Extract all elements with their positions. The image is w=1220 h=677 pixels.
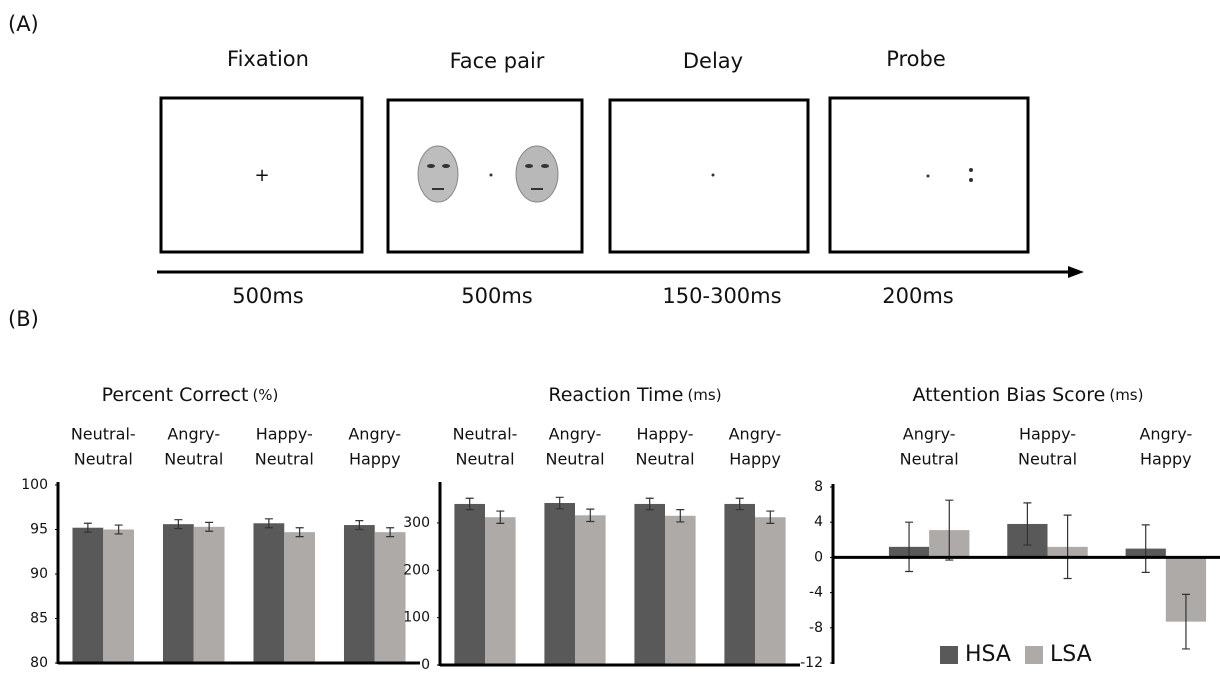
chart-title: Attention Bias Score(ms) bbox=[913, 384, 1144, 406]
y-tick-label: 8 bbox=[814, 479, 823, 495]
error-bar bbox=[905, 522, 913, 571]
x-tick-label: Happy- bbox=[636, 425, 693, 444]
face-feature bbox=[432, 188, 444, 190]
y-tick-label: 0 bbox=[421, 657, 430, 673]
bar bbox=[103, 530, 134, 664]
chart-title-unit: (ms) bbox=[687, 386, 721, 404]
arrow-head bbox=[1068, 266, 1084, 278]
bar bbox=[72, 528, 103, 663]
y-tick-label: 0 bbox=[814, 549, 823, 565]
y-tick-label: 100 bbox=[21, 477, 48, 493]
chart-title-text: Reaction Time bbox=[548, 384, 683, 406]
frame-title: Face pair bbox=[450, 49, 545, 73]
bar bbox=[375, 532, 406, 663]
y-tick-label: -8 bbox=[809, 620, 823, 636]
x-tick-label: Neutral bbox=[900, 450, 959, 469]
x-tick-label: Neutral bbox=[255, 450, 314, 469]
face-feature bbox=[442, 164, 450, 168]
dot bbox=[490, 174, 493, 177]
y-tick-label: 300 bbox=[403, 515, 430, 531]
x-tick-label: Angry- bbox=[549, 425, 602, 444]
figure: (A) Fixation Face pair Delay Probe + 500… bbox=[0, 0, 1220, 673]
duration: 200ms bbox=[882, 284, 953, 308]
y-tick-label: 4 bbox=[814, 514, 823, 530]
face-feature bbox=[531, 188, 543, 190]
dot bbox=[927, 175, 930, 178]
face-feature bbox=[525, 164, 533, 168]
legend-swatch bbox=[940, 646, 958, 664]
legend-swatch bbox=[1025, 646, 1043, 664]
chart-title-unit: (%) bbox=[252, 386, 278, 404]
page: (A) Fixation Face pair Delay Probe + 500… bbox=[0, 0, 1220, 677]
y-tick-label: -4 bbox=[809, 585, 823, 601]
duration: 150-300ms bbox=[662, 284, 781, 308]
face-feature bbox=[541, 164, 549, 168]
panel-label: (B) bbox=[8, 307, 39, 331]
x-tick-label: Neutral bbox=[455, 450, 514, 469]
legend-label: HSA bbox=[965, 642, 1011, 667]
y-tick-label: 80 bbox=[30, 655, 48, 671]
bar bbox=[755, 517, 786, 665]
x-tick-label: Angry- bbox=[729, 425, 782, 444]
x-tick-label: Neutral bbox=[74, 450, 133, 469]
legend-label: LSA bbox=[1050, 642, 1092, 667]
x-tick-label: Neutral bbox=[164, 450, 223, 469]
probe bbox=[969, 168, 973, 172]
x-tick-label: Angry- bbox=[348, 425, 401, 444]
x-tick-label: Happy- bbox=[1019, 425, 1076, 444]
x-tick-label: Angry- bbox=[1139, 425, 1192, 444]
x-tick-label: Neutral bbox=[545, 450, 604, 469]
frame-title: Probe bbox=[886, 47, 946, 71]
chart-title: Reaction Time(ms) bbox=[548, 384, 721, 406]
bar bbox=[665, 516, 696, 665]
error-bar bbox=[1064, 515, 1072, 578]
panel-label: (A) bbox=[8, 12, 39, 36]
face bbox=[418, 146, 458, 202]
x-tick-label: Happy- bbox=[256, 425, 313, 444]
x-tick-label: Neutral bbox=[635, 450, 694, 469]
y-tick-label: 100 bbox=[403, 610, 430, 626]
bar bbox=[454, 504, 485, 665]
bar bbox=[284, 532, 315, 663]
y-tick-label: 200 bbox=[403, 562, 430, 578]
frame-title: Delay bbox=[683, 49, 743, 73]
bar bbox=[485, 517, 516, 665]
bar bbox=[544, 503, 575, 665]
duration: 500ms bbox=[461, 284, 532, 308]
x-tick-label: Angry- bbox=[167, 425, 220, 444]
chart-title-text: Percent Correct bbox=[102, 384, 249, 406]
bar bbox=[634, 504, 665, 665]
frame-title: Fixation bbox=[227, 47, 309, 71]
y-tick-label: 85 bbox=[30, 611, 48, 627]
frame bbox=[610, 100, 808, 252]
bar bbox=[344, 525, 375, 663]
x-tick-label: Happy bbox=[1140, 450, 1192, 469]
face-feature bbox=[427, 164, 435, 168]
bar bbox=[575, 515, 606, 665]
bar bbox=[724, 504, 755, 665]
chart-title-unit: (ms) bbox=[1109, 386, 1143, 404]
y-tick-label: 90 bbox=[30, 566, 48, 582]
x-tick-label: Neutral- bbox=[453, 425, 518, 444]
x-tick-label: Neutral bbox=[1018, 450, 1077, 469]
x-tick-label: Angry- bbox=[903, 425, 956, 444]
chart-title: Percent Correct(%) bbox=[102, 384, 279, 406]
bar bbox=[194, 527, 225, 663]
x-tick-label: Happy bbox=[729, 450, 781, 469]
bar bbox=[163, 524, 194, 663]
chart-title-text: Attention Bias Score bbox=[913, 384, 1106, 406]
y-tick-label: -12 bbox=[800, 655, 823, 671]
dot bbox=[712, 174, 715, 177]
y-tick-label: 95 bbox=[30, 522, 48, 538]
fixation-cross: + bbox=[254, 165, 269, 186]
x-tick-label: Neutral- bbox=[71, 425, 136, 444]
x-tick-label: Happy bbox=[349, 450, 401, 469]
duration: 500ms bbox=[232, 284, 303, 308]
face bbox=[516, 146, 558, 202]
bar bbox=[253, 523, 284, 663]
probe bbox=[969, 178, 973, 182]
